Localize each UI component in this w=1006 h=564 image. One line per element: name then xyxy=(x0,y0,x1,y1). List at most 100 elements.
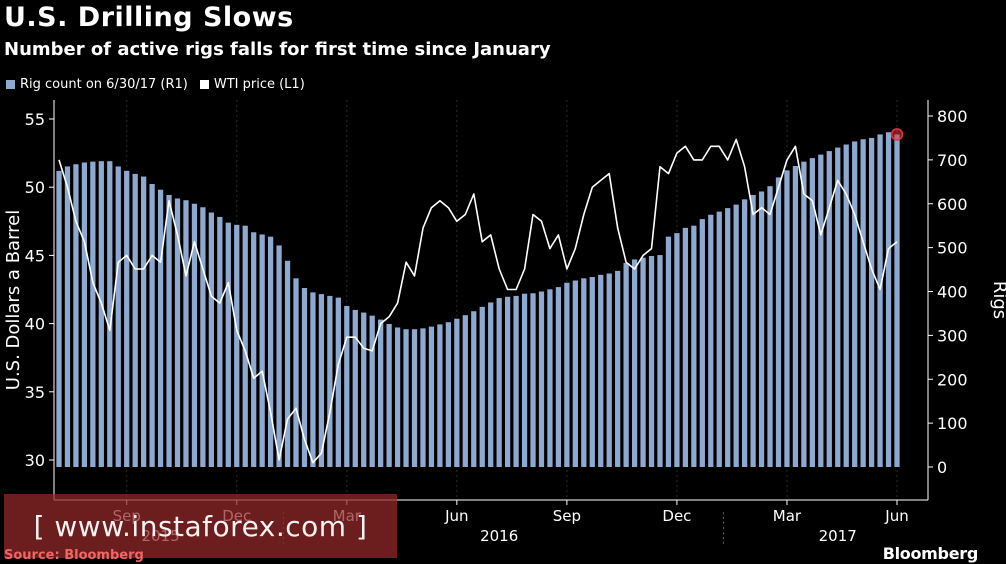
rig-count-bar xyxy=(792,166,799,467)
left-axis-ticks: 30 35 40 45 50 55 xyxy=(25,110,54,470)
rig-count-bar xyxy=(877,134,883,468)
right-tick-label: 600 xyxy=(937,195,968,214)
watermark: [ www.instaforex.com ] xyxy=(4,494,397,558)
legend-label-wti-price: WTI price (L1) xyxy=(213,77,305,92)
rig-count-bar xyxy=(682,227,689,467)
rig-count-bar xyxy=(369,315,375,467)
legend: Rig count on 6/30/17 (R1) WTI price (L1) xyxy=(6,77,305,92)
rig-count-bar xyxy=(894,134,900,468)
rig-count-bar xyxy=(259,234,265,467)
rig-count-bar xyxy=(852,141,858,467)
right-tick-label: 700 xyxy=(937,151,968,170)
year-label: 2016 xyxy=(480,527,518,545)
rig-count-bar xyxy=(318,294,325,467)
rig-count-bar xyxy=(276,245,282,467)
rig-count-bar xyxy=(394,327,401,467)
rig-count-bar xyxy=(157,189,164,467)
rig-count-bar xyxy=(200,207,206,467)
rig-count-bar xyxy=(378,319,384,467)
chart-title: U.S. Drilling Slows xyxy=(4,2,294,33)
legend-label-rig-count: Rig count on 6/30/17 (R1) xyxy=(20,77,188,92)
rig-count-bar xyxy=(234,224,240,467)
rig-count-bar xyxy=(445,322,451,467)
rig-count-bar xyxy=(437,324,443,467)
rig-count-bar xyxy=(344,305,350,467)
rig-count-bar xyxy=(301,287,308,467)
rig-count-bar xyxy=(564,282,570,467)
rig-count-bar xyxy=(411,329,418,467)
rig-count-bar xyxy=(665,236,672,467)
rig-count-bar xyxy=(90,161,96,467)
rig-count-bar xyxy=(64,166,71,468)
rig-count-bar xyxy=(352,309,358,467)
rig-count-bar xyxy=(860,139,866,467)
left-tick-label: 55 xyxy=(25,110,45,129)
right-tick-label: 400 xyxy=(937,283,968,302)
rig-count-bar xyxy=(208,212,214,467)
x-tick-label: Dec xyxy=(662,507,691,525)
rig-count-bar xyxy=(293,278,299,467)
right-tick-label: 300 xyxy=(937,326,968,345)
rig-count-bar xyxy=(521,293,528,467)
right-axis-ticks: 0 100 200 300 400 500 600 700 800 xyxy=(928,107,968,477)
rig-count-bar xyxy=(538,291,545,467)
rig-count-bar xyxy=(606,273,612,467)
bloomberg-logo: Bloomberg xyxy=(882,544,979,563)
rig-count-bar xyxy=(733,204,739,467)
right-tick-label: 200 xyxy=(937,370,968,389)
right-tick-label: 0 xyxy=(937,458,947,477)
rig-count-bar xyxy=(428,326,435,467)
left-axis-label: U.S. Dollars a Barrel xyxy=(3,210,24,390)
rig-count-bar xyxy=(403,329,409,467)
rig-count-bar xyxy=(217,216,223,467)
rig-count-bar xyxy=(775,177,782,468)
rig-count-bar xyxy=(488,302,494,467)
rig-count-bar xyxy=(81,162,88,467)
rig-count-bar xyxy=(454,318,460,467)
rig-count-bar xyxy=(868,137,875,467)
rig-count-swatch xyxy=(6,80,15,89)
rig-count-bar xyxy=(547,289,553,467)
left-tick-label: 50 xyxy=(25,178,45,197)
rig-count-bar xyxy=(758,191,765,467)
rig-count-bar xyxy=(124,170,130,467)
rig-count-bar xyxy=(631,259,638,467)
rig-count-bar xyxy=(885,132,892,467)
right-tick-label: 100 xyxy=(937,414,968,433)
rig-count-bar xyxy=(284,260,291,467)
rig-count-bar xyxy=(251,232,257,467)
rig-count-bar xyxy=(648,255,655,467)
rig-count-bar xyxy=(818,154,824,468)
rig-count-bar xyxy=(725,208,731,467)
rig-count-bar xyxy=(420,328,426,467)
rig-count-bar xyxy=(708,214,714,467)
rig-count-bar xyxy=(267,236,274,467)
rig-count-bar xyxy=(107,161,113,467)
rig-count-bar xyxy=(242,225,248,467)
rig-count-bar xyxy=(699,219,705,467)
rig-count-bar xyxy=(98,161,104,467)
wti-price-line xyxy=(58,128,904,464)
rig-count-bar xyxy=(589,277,595,467)
right-axis-label: Rigs xyxy=(989,281,1006,319)
rig-count-bar xyxy=(141,176,147,468)
rig-count-bar xyxy=(742,199,748,468)
chart-subtitle: Number of active rigs falls for first ti… xyxy=(4,39,551,60)
rig-count-bar xyxy=(505,296,511,467)
legend-item-wti-price: WTI price (L1) xyxy=(199,77,305,92)
wti-price-line-path xyxy=(58,138,898,464)
rig-count-bar xyxy=(479,306,485,467)
rig-count-bar xyxy=(716,211,722,467)
rig-count-bar xyxy=(572,280,578,467)
legend-item-rig-count: Rig count on 6/30/17 (R1) xyxy=(6,77,188,92)
rig-count-bar xyxy=(386,323,392,467)
rig-count-bar xyxy=(843,144,849,468)
year-label: 2017 xyxy=(819,527,857,545)
rig-count-bar xyxy=(310,292,316,467)
rig-count-bar xyxy=(471,311,477,467)
right-tick-label: 800 xyxy=(937,107,968,126)
rig-count-bar xyxy=(327,295,333,467)
rig-count-bar xyxy=(640,257,646,467)
wti-price-swatch xyxy=(199,80,209,89)
